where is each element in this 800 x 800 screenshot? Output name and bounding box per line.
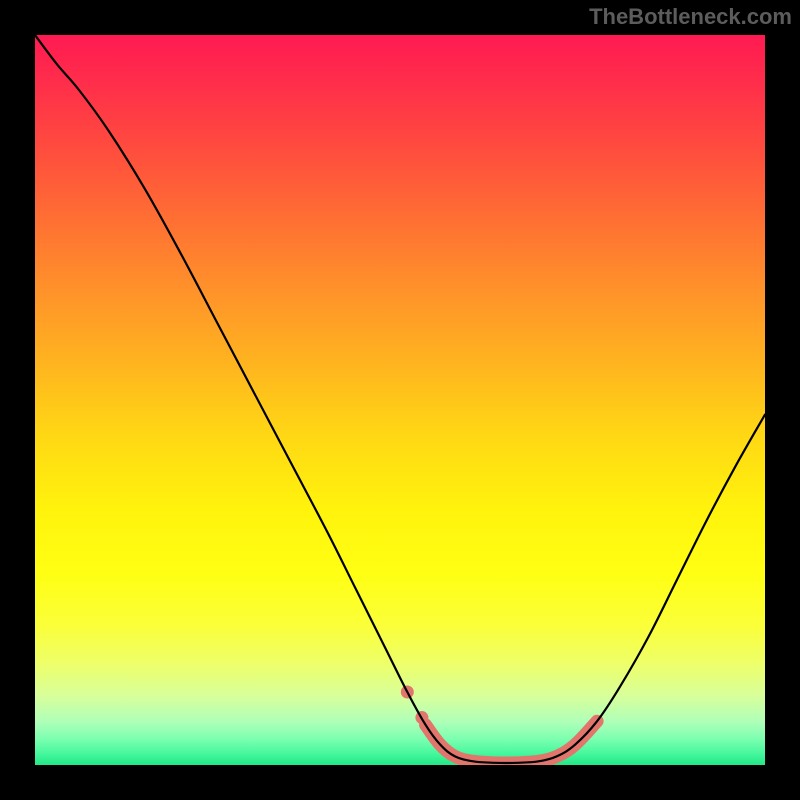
gradient-background: [35, 35, 765, 765]
watermark-text: TheBottleneck.com: [589, 4, 792, 30]
chart-svg: [35, 35, 765, 765]
plot-area: [35, 35, 765, 765]
